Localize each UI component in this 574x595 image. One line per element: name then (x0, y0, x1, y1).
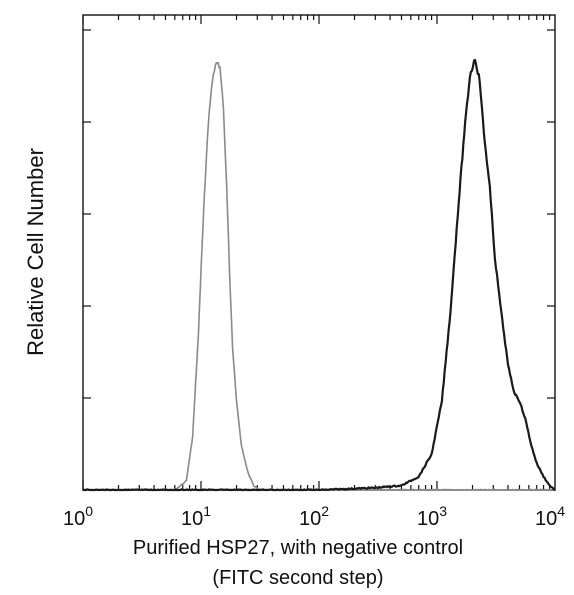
x-tick-label-base: 10 (63, 508, 85, 530)
x-tick-label-base: 10 (535, 508, 557, 530)
y-axis-title: Relative Cell Number (23, 148, 48, 356)
x-tick-label-base: 10 (299, 508, 321, 530)
x-tick-label-exponent: 3 (439, 503, 447, 519)
x-axis-tick-labels: 100 101 102 103 104 (63, 503, 565, 530)
x-axis-ticks (82, 15, 551, 490)
x-tick-label: 102 (299, 503, 329, 530)
x-tick-label-base: 10 (417, 508, 439, 530)
plot-border (82, 14, 556, 491)
y-axis-ticks (83, 29, 555, 491)
x-axis-title: Purified HSP27, with negative control (132, 537, 464, 559)
x-tick-label-exponent: 1 (203, 503, 211, 519)
plot-frame (82, 14, 556, 491)
x-tick-label: 103 (417, 503, 447, 530)
series-line-hsp27-stained (82, 58, 556, 492)
x-tick-label: 104 (535, 503, 565, 530)
x-tick-label-exponent: 4 (557, 503, 565, 519)
x-tick-label: 100 (63, 503, 93, 530)
x-axis-subtitle: (FITC second step) (212, 567, 384, 589)
x-tick-label-exponent: 2 (321, 503, 329, 519)
histogram-series (82, 58, 556, 492)
x-tick-label-base: 10 (181, 508, 203, 530)
x-tick-label: 101 (181, 503, 211, 530)
x-tick-label-exponent: 0 (85, 503, 93, 519)
